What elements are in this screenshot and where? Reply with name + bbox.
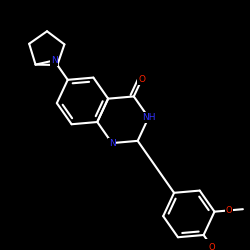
Text: N: N — [51, 56, 58, 65]
Text: O: O — [138, 75, 145, 84]
Text: N: N — [109, 138, 116, 147]
Text: O: O — [226, 206, 232, 215]
Text: O: O — [209, 242, 215, 250]
Text: NH: NH — [142, 113, 155, 122]
